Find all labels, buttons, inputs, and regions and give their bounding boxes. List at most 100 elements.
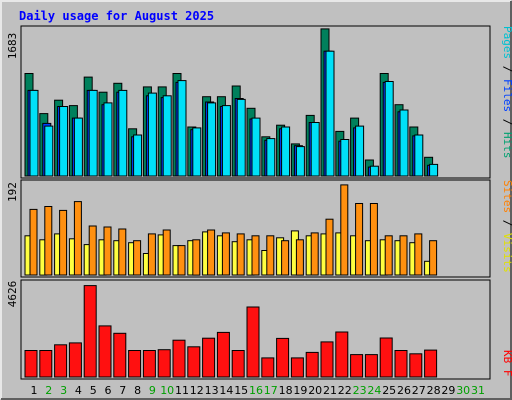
hits-pages-bar-day-22 [340, 139, 350, 177]
kbytes-kb-f-bar-day-17 [261, 357, 275, 378]
day-label-7: 7 [119, 384, 126, 397]
day-label-22: 22 [338, 384, 352, 397]
day-label-26: 26 [397, 384, 411, 397]
visits-sites-bar-day-18 [281, 240, 290, 276]
day-label-14: 14 [219, 384, 233, 397]
kbytes-kb-f-bar-day-28 [424, 349, 438, 378]
day-label-28: 28 [427, 384, 441, 397]
hits-pages-bar-day-2 [44, 125, 54, 177]
visits-sites-bar-day-15 [236, 233, 245, 276]
kbytes-kb-f-bar-day-20 [305, 351, 319, 378]
kbytes-kb-f-bar-day-9 [142, 350, 156, 378]
hits-pages-bar-day-21 [325, 50, 335, 177]
kbytes-kb-f-bar-day-2 [39, 350, 53, 378]
hits-pages-bar-day-26 [399, 109, 409, 177]
kbytes-kb-f-bar-day-15 [231, 350, 245, 378]
kbytes-kb-f-bar-day-11 [172, 339, 186, 378]
kbytes-kb-f-bar-day-3 [54, 344, 68, 378]
legend-sep-3: / [501, 213, 512, 233]
kbytes-kb-f-bar-day-23 [350, 354, 364, 378]
kbytes-kb-f-bar-day-22 [335, 331, 349, 378]
day-label-2: 2 [45, 384, 52, 397]
day-label-31: 31 [471, 384, 485, 397]
visits-sites-bar-day-12 [192, 239, 201, 276]
kbytes-kb-f-bar-day-24 [364, 354, 378, 378]
day-label-4: 4 [75, 384, 82, 397]
kbytes-kb-f-bar-day-4 [68, 342, 82, 378]
kbytes-kb-f-bar-day-21 [320, 341, 334, 378]
kbytes-kb-f-bar-day-27 [409, 353, 423, 378]
legend-hits: Hits [501, 132, 512, 159]
day-label-25: 25 [382, 384, 396, 397]
hits-pages-bar-day-10 [162, 95, 172, 177]
visits-sites-bar-day-23 [355, 203, 364, 276]
day-label-21: 21 [323, 384, 337, 397]
kbytes-kb-f-bar-day-25 [379, 337, 393, 378]
day-label-30: 30 [456, 384, 470, 397]
visits-sites-bar-day-24 [369, 203, 378, 276]
hits-pages-bar-day-7 [118, 89, 128, 177]
hits-pages-bar-day-1 [29, 89, 39, 177]
kbytes-kb-f-bar-day-12 [187, 346, 201, 378]
visits-sites-bar-day-6 [103, 226, 112, 276]
day-label-19: 19 [293, 384, 307, 397]
visits-sites-bar-day-1 [29, 208, 38, 276]
visits-legend: Sites / Visits [501, 180, 512, 273]
legend-files: Files [501, 79, 512, 112]
visits-sites-bar-day-20 [310, 232, 319, 276]
kbytes-kb-f-bar-day-18 [276, 337, 290, 378]
day-labels: 1 2 3 4 5 6 7 8 9 10 11 12 13 14 15 16 17 18 19 20 21 22 23 24 2… [31, 384, 486, 397]
hits-pages-bar-day-9 [147, 92, 157, 177]
hits-pages-bar-day-13 [207, 102, 217, 177]
day-label-18: 18 [279, 384, 293, 397]
visits-sites-bar-day-25 [384, 235, 393, 276]
hits-pages-bar-day-14 [221, 105, 231, 177]
kbytes-kb-f-bar-day-1 [24, 350, 38, 378]
kbytes-max-label: 4626 [6, 281, 19, 308]
chart-title: Daily usage for August 2025 [19, 9, 214, 23]
kbytes-kb-f-bar-day-6 [98, 325, 112, 378]
hits-pages-bar-day-18 [281, 126, 291, 177]
kbytes-kb-f-bar-day-14 [216, 331, 230, 378]
visits-sites-bar-day-13 [207, 229, 216, 276]
day-label-5: 5 [90, 384, 97, 397]
kbytes-legend: KB F [501, 350, 512, 377]
hits-pages-bar-day-5 [88, 89, 98, 177]
visits-sites-bar-day-28 [429, 240, 438, 276]
visits-sites-bar-day-22 [340, 184, 349, 276]
day-label-1: 1 [31, 384, 38, 397]
hits-pages-bar-day-15 [236, 98, 246, 177]
kbytes-kb-f-bar-day-10 [157, 349, 171, 378]
kbytes-kb-f-bar-day-8 [128, 350, 142, 378]
day-label-15: 15 [234, 384, 248, 397]
visits-sites-bar-day-5 [88, 225, 97, 276]
visits-sites-bar-day-27 [414, 233, 423, 276]
legend-sites: Sites [501, 180, 512, 213]
day-label-11: 11 [175, 384, 189, 397]
day-label-23: 23 [353, 384, 367, 397]
visits-sites-bar-day-11 [177, 245, 186, 276]
hits-pages-bar-day-27 [414, 134, 424, 177]
day-label-6: 6 [105, 384, 112, 397]
visits-sites-bar-day-10 [162, 229, 171, 276]
hits-pages-bar-day-4 [73, 117, 83, 177]
visits-sites-bar-day-26 [399, 235, 408, 276]
hits-pages-bar-day-16 [251, 117, 261, 177]
visits-sites-bar-day-16 [251, 235, 260, 276]
visits-sites-bar-day-9 [147, 233, 156, 276]
legend-pages: Pages [501, 26, 512, 59]
day-label-17: 17 [264, 384, 278, 397]
visits-sites-bar-day-17 [266, 235, 275, 276]
hits-pages-bar-day-28 [429, 163, 439, 177]
legend-sep-1: / [501, 59, 512, 79]
day-label-20: 20 [308, 384, 322, 397]
day-label-9: 9 [149, 384, 156, 397]
hits-pages-bar-day-8 [133, 134, 143, 177]
legend-sep-2: / [501, 112, 512, 132]
visits-max-label: 192 [6, 182, 19, 202]
bars-layer [24, 28, 439, 378]
hits-pages-bar-day-6 [103, 102, 113, 177]
visits-sites-bar-day-21 [325, 218, 334, 276]
kbytes-kb-f-bar-day-5 [83, 285, 97, 378]
